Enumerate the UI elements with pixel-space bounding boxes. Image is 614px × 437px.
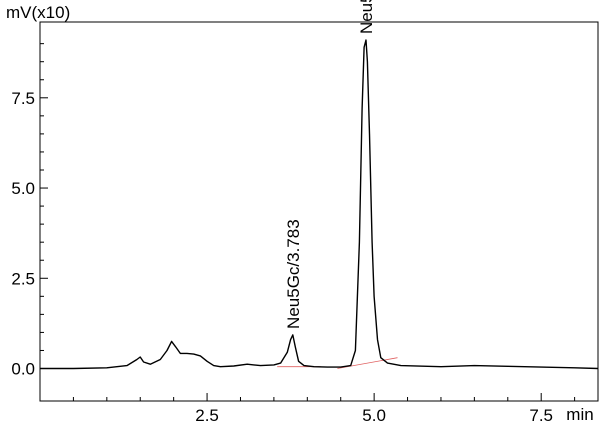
peak-label: Neu5Gc/3.783 <box>284 219 303 329</box>
peak-annotations: Neu5Gc/3.783 Neu5Ac/4.878 <box>284 0 376 329</box>
x-axis-unit-label: min <box>566 405 593 424</box>
y-tick-label: 0.0 <box>11 360 35 379</box>
chromatogram-traces <box>40 39 599 370</box>
x-axis-ticks: 2.5 5.0 7.5 <box>72 393 576 425</box>
y-tick-label: 5.0 <box>11 179 35 198</box>
plot-frame <box>39 21 599 402</box>
x-tick-label: 7.5 <box>529 406 553 425</box>
peak-label: Neu5Ac/4.878 <box>357 0 376 34</box>
y-tick-label: 7.5 <box>11 89 35 108</box>
chromatogram-trace <box>40 39 599 370</box>
y-tick-label: 2.5 <box>11 269 35 288</box>
y-axis-unit-label: mV(x10) <box>6 3 70 22</box>
x-tick-label: 2.5 <box>195 406 219 425</box>
y-axis-ticks: 0.0 2.5 5.0 7.5 <box>11 43 48 379</box>
x-tick-label: 5.0 <box>362 406 386 425</box>
